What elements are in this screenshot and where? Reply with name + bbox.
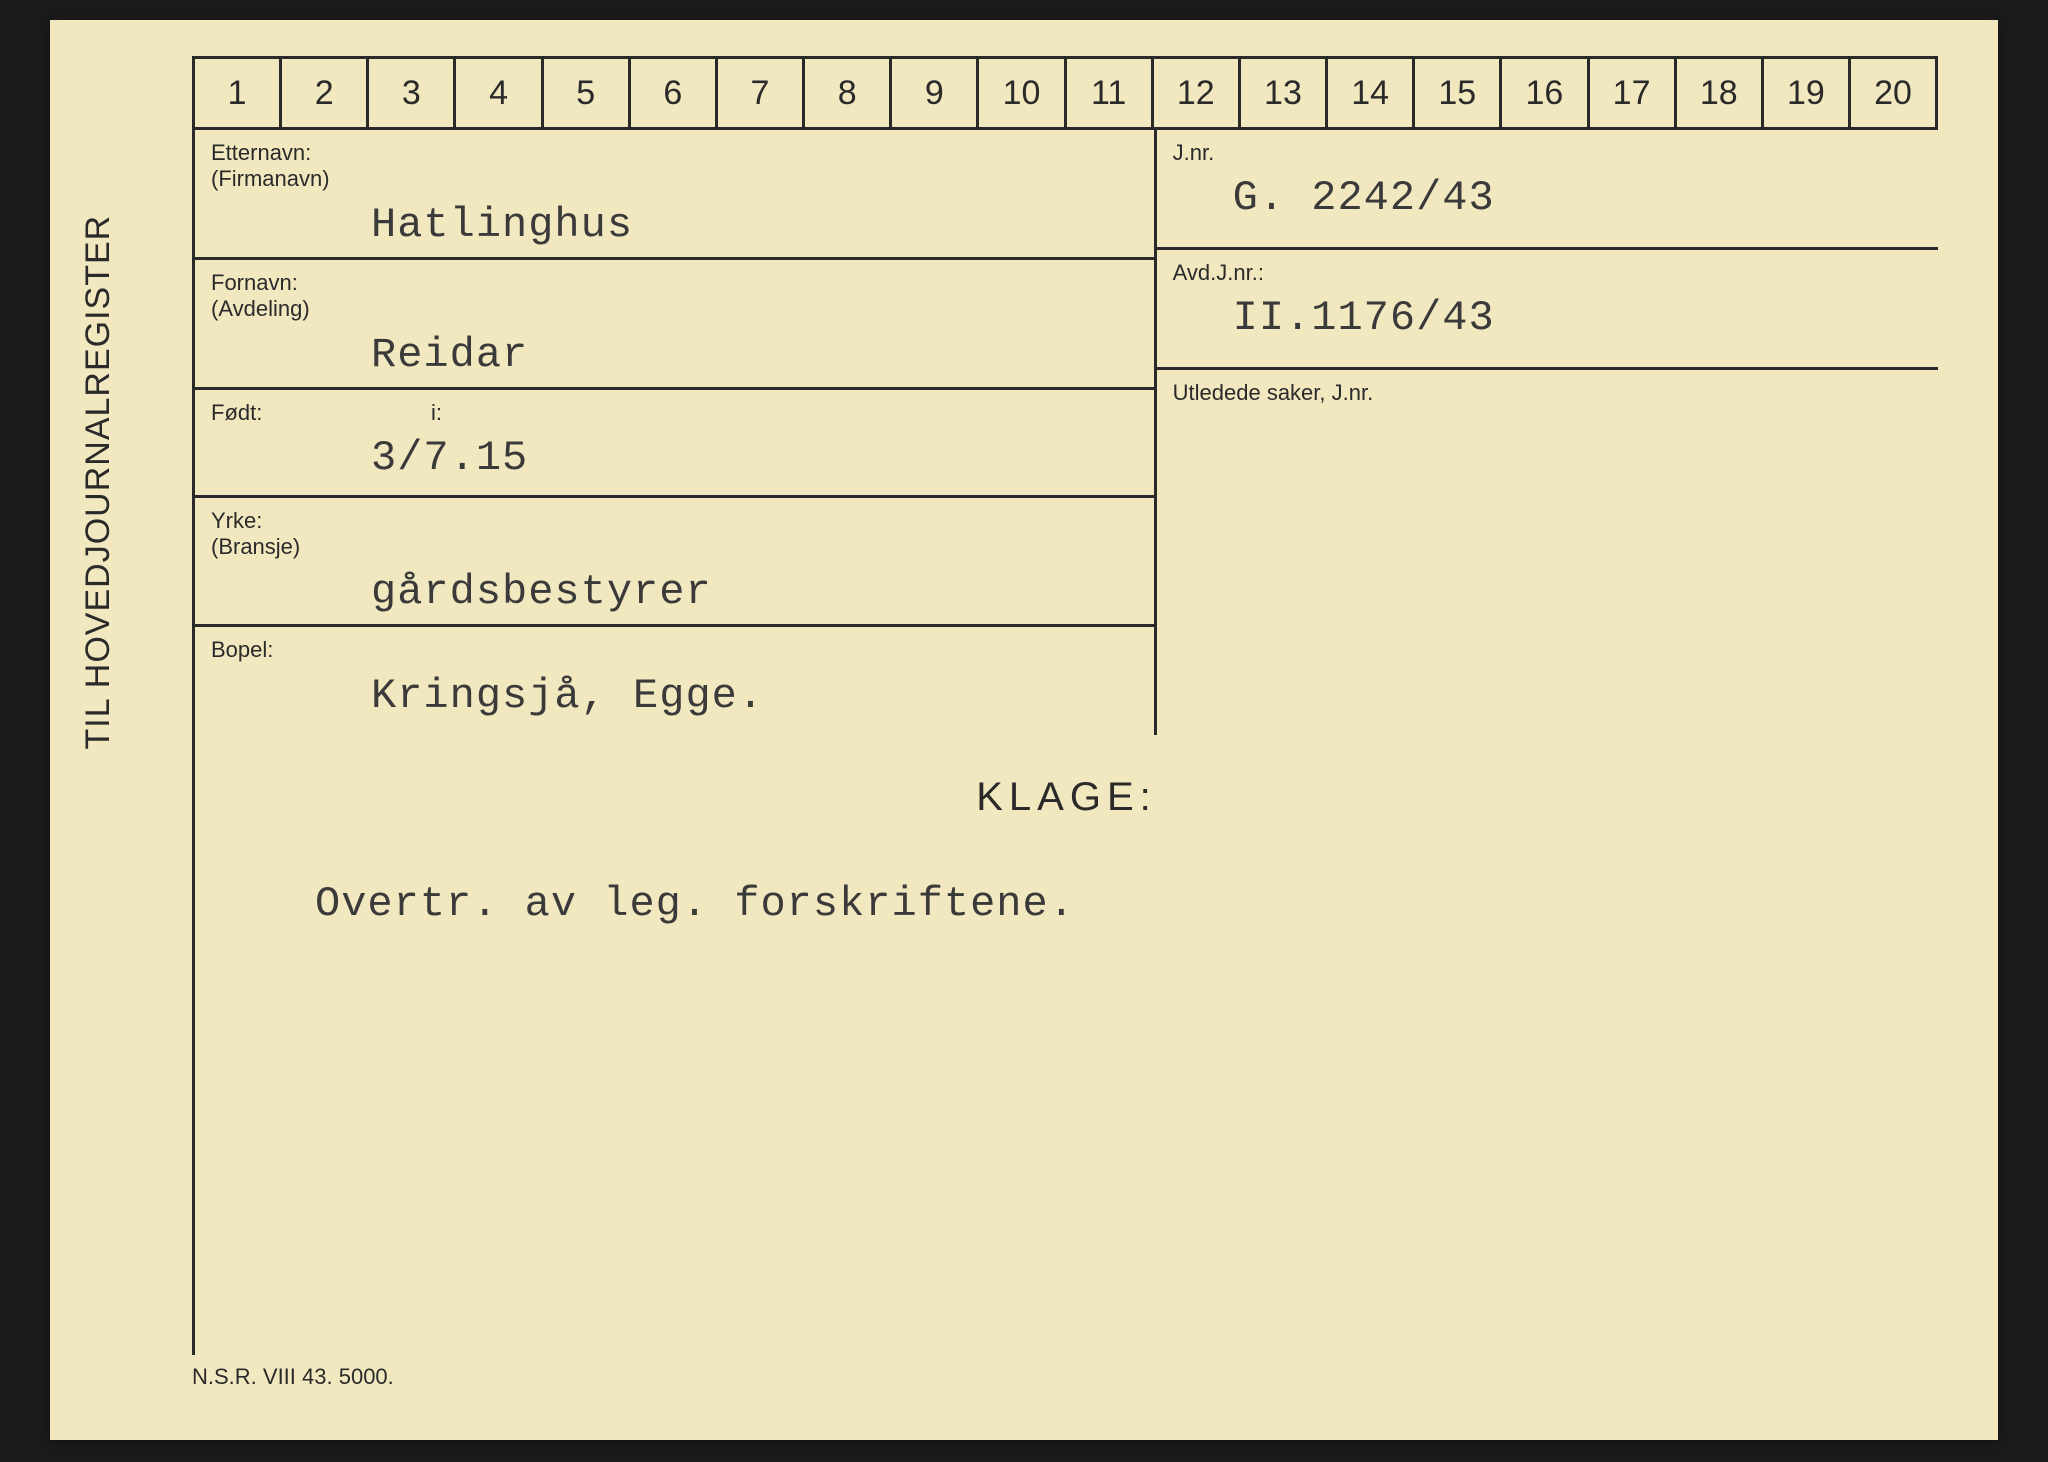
ruler-cell: 4: [456, 59, 543, 127]
value-jnr: G. 2242/43: [1233, 174, 1922, 222]
ruler-cell: 10: [979, 59, 1066, 127]
right-column: J.nr. G. 2242/43 Avd.J.nr.: II.1176/43 U…: [1154, 130, 1938, 735]
fields-grid: Etternavn: (Firmanavn) Hatlinghus Fornav…: [192, 130, 1938, 735]
ruler-cell: 16: [1502, 59, 1589, 127]
label-etternavn: Etternavn:: [211, 140, 1138, 166]
footer-print-code: N.S.R. VIII 43. 5000.: [192, 1364, 394, 1390]
sublabel-etternavn: (Firmanavn): [211, 166, 1138, 192]
field-bopel: Bopel: Kringsjå, Egge.: [195, 627, 1154, 735]
ruler-cell: 11: [1067, 59, 1154, 127]
value-yrke: gårdsbestyrer: [371, 568, 1138, 616]
field-jnr: J.nr. G. 2242/43: [1157, 130, 1938, 250]
ruler-cell: 1: [195, 59, 282, 127]
register-card: TIL HOVEDJOURNALREGISTER 1 2 3 4 5 6 7 8…: [50, 20, 1998, 1440]
field-avdjnr: Avd.J.nr.: II.1176/43: [1157, 250, 1938, 370]
value-fornavn: Reidar: [371, 331, 1138, 379]
ruler-cell: 12: [1154, 59, 1241, 127]
value-bopel: Kringsjå, Egge.: [371, 672, 1138, 720]
ruler-cell: 19: [1764, 59, 1851, 127]
ruler-cell: 2: [282, 59, 369, 127]
ruler-cell: 8: [805, 59, 892, 127]
ruler-cell: 15: [1415, 59, 1502, 127]
sublabel-fornavn: (Avdeling): [211, 296, 1138, 322]
label-jnr: J.nr.: [1173, 140, 1922, 166]
klage-heading: KLAGE:: [195, 775, 1938, 820]
klage-body: Overtr. av leg. forskriftene.: [315, 880, 1938, 928]
field-fornavn: Fornavn: (Avdeling) Reidar: [195, 260, 1154, 390]
label-yrke: Yrke:: [211, 508, 1138, 534]
field-yrke: Yrke: (Bransje) gårdsbestyrer: [195, 498, 1154, 628]
sublabel-fodt: i:: [431, 400, 442, 426]
ruler-cell: 7: [718, 59, 805, 127]
vertical-title: TIL HOVEDJOURNALREGISTER: [79, 215, 118, 750]
ruler-cell: 3: [369, 59, 456, 127]
klage-section: KLAGE: Overtr. av leg. forskriftene.: [192, 735, 1938, 1355]
value-etternavn: Hatlinghus: [371, 201, 1138, 249]
ruler-cell: 5: [544, 59, 631, 127]
value-avdjnr: II.1176/43: [1233, 294, 1922, 342]
label-avdjnr: Avd.J.nr.:: [1173, 260, 1922, 286]
ruler-cell: 9: [892, 59, 979, 127]
field-utledede: Utledede saker, J.nr.: [1157, 370, 1938, 735]
card-content: 1 2 3 4 5 6 7 8 9 10 11 12 13 14 15 16 1…: [192, 56, 1938, 1380]
label-fornavn: Fornavn:: [211, 270, 1138, 296]
left-column: Etternavn: (Firmanavn) Hatlinghus Fornav…: [195, 130, 1154, 735]
label-fodt: Født:: [211, 400, 431, 426]
ruler-cell: 13: [1241, 59, 1328, 127]
field-fodt: Født: i: 3/7.15: [195, 390, 1154, 498]
sublabel-yrke: (Bransje): [211, 534, 1138, 560]
field-etternavn: Etternavn: (Firmanavn) Hatlinghus: [195, 130, 1154, 260]
ruler-cell: 14: [1328, 59, 1415, 127]
ruler-cell: 18: [1677, 59, 1764, 127]
ruler-cell: 17: [1590, 59, 1677, 127]
ruler-cell: 20: [1851, 59, 1938, 127]
label-utledede: Utledede saker, J.nr.: [1173, 380, 1922, 406]
ruler-row: 1 2 3 4 5 6 7 8 9 10 11 12 13 14 15 16 1…: [192, 56, 1938, 130]
value-fodt: 3/7.15: [371, 434, 1138, 482]
label-bopel: Bopel:: [211, 637, 1138, 663]
ruler-cell: 6: [631, 59, 718, 127]
